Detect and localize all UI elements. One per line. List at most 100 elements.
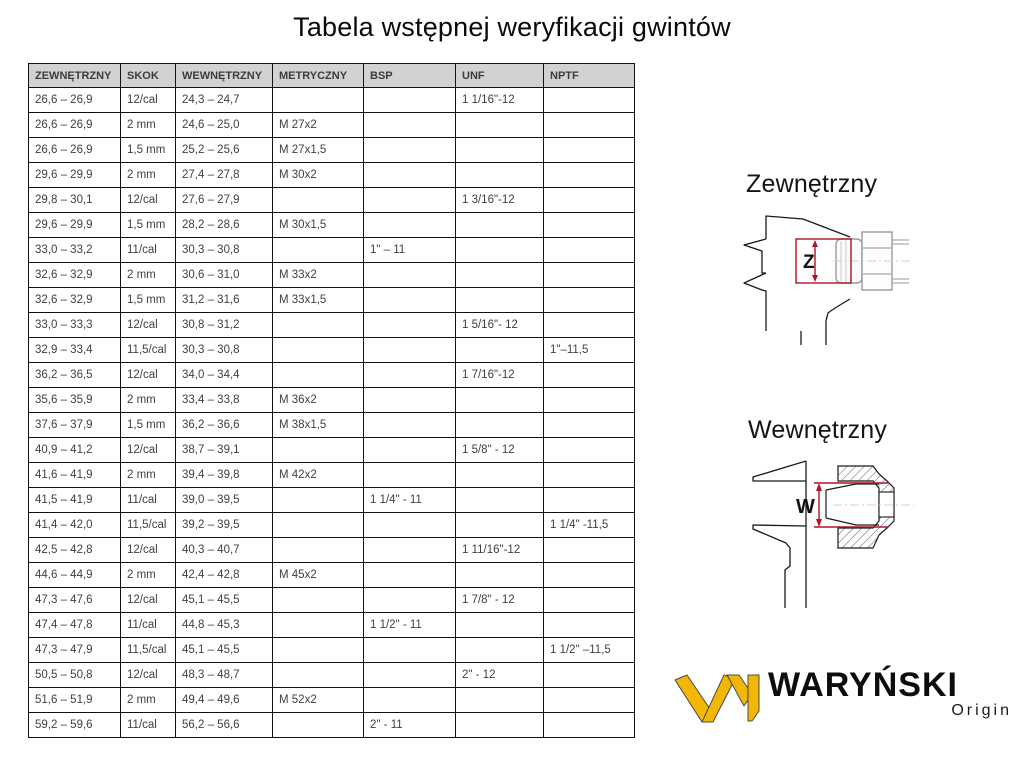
logo-brand-name: WARYŃSKI bbox=[768, 666, 958, 704]
thread-table: ZEWNĘTRZNY SKOK WEWNĘTRZNY METRYCZNY BSP UNF N… bbox=[28, 63, 635, 738]
table-cell: 37,6 – 37,9 bbox=[28, 412, 121, 438]
table-cell bbox=[363, 362, 456, 388]
table-cell bbox=[272, 362, 364, 388]
table-cell: 56,2 – 56,6 bbox=[175, 712, 273, 738]
table-cell: 11,5/cal bbox=[120, 637, 176, 663]
dimension-w-label: W bbox=[796, 496, 815, 518]
table-cell: M 33x1,5 bbox=[272, 287, 364, 313]
table-cell: 30,8 – 31,2 bbox=[175, 312, 273, 338]
table-cell bbox=[455, 412, 544, 438]
table-cell bbox=[272, 312, 364, 338]
column-header: ZEWNĘTRZNY bbox=[28, 63, 121, 88]
table-cell: 1 1/2" –11,5 bbox=[543, 637, 635, 663]
table-cell bbox=[455, 212, 544, 238]
table-cell: 2 mm bbox=[120, 112, 176, 138]
table-cell: M 30x1,5 bbox=[272, 212, 364, 238]
table-row: 32,6 – 32,9 1,5 mm 31,2 – 31,6 M 33x1,5 bbox=[28, 287, 635, 313]
table-cell bbox=[455, 512, 544, 538]
table-cell: 2" - 12 bbox=[455, 662, 544, 688]
table-cell bbox=[543, 362, 635, 388]
table-cell: 27,4 – 27,8 bbox=[175, 162, 273, 188]
table-cell: 26,6 – 26,9 bbox=[28, 137, 121, 163]
table-cell bbox=[543, 412, 635, 438]
table-cell: 25,2 – 25,6 bbox=[175, 137, 273, 163]
table-row: 47,3 – 47,9 11,5/cal 45,1 – 45,5 1 1/2" –11… bbox=[28, 637, 635, 663]
table-cell bbox=[455, 112, 544, 138]
table-cell: 36,2 – 36,6 bbox=[175, 412, 273, 438]
table-cell: 50,5 – 50,8 bbox=[28, 662, 121, 688]
table-cell: M 36x2 bbox=[272, 387, 364, 413]
table-cell: 59,2 – 59,6 bbox=[28, 712, 121, 738]
table-cell: 2 mm bbox=[120, 462, 176, 488]
table-cell bbox=[455, 562, 544, 588]
table-cell: 30,3 – 30,8 bbox=[175, 337, 273, 363]
table-cell: 12/cal bbox=[120, 662, 176, 688]
table-cell: 24,3 – 24,7 bbox=[175, 87, 273, 113]
table-cell: 39,0 – 39,5 bbox=[175, 487, 273, 513]
table-row: 29,6 – 29,9 1,5 mm 28,2 – 28,6 M 30x1,5 bbox=[28, 212, 635, 238]
table-row: 26,6 – 26,9 2 mm 24,6 – 25,0 M 27x2 bbox=[28, 112, 635, 138]
table-cell: 12/cal bbox=[120, 187, 176, 213]
table-cell: M 30x2 bbox=[272, 162, 364, 188]
table-cell bbox=[543, 187, 635, 213]
table-cell: 30,6 – 31,0 bbox=[175, 262, 273, 288]
table-cell: 40,9 – 41,2 bbox=[28, 437, 121, 463]
table-cell bbox=[543, 312, 635, 338]
table-cell bbox=[363, 312, 456, 338]
table-cell bbox=[272, 87, 364, 113]
table-cell: 11/cal bbox=[120, 237, 176, 263]
table-cell bbox=[543, 437, 635, 463]
table-cell: 1 1/16"-12 bbox=[455, 87, 544, 113]
table-cell: 1" – 11 bbox=[363, 237, 456, 263]
table-cell: 11/cal bbox=[120, 712, 176, 738]
dimension-z: Z bbox=[795, 238, 852, 284]
table-cell: 39,4 – 39,8 bbox=[175, 462, 273, 488]
table-cell: 44,6 – 44,9 bbox=[28, 562, 121, 588]
table-cell: M 27x2 bbox=[272, 112, 364, 138]
thread-table-body: 26,6 – 26,9 12/cal 24,3 – 24,7 1 1/16"-12 26… bbox=[28, 87, 635, 738]
table-cell: 29,6 – 29,9 bbox=[28, 162, 121, 188]
table-cell bbox=[455, 712, 544, 738]
table-row: 33,0 – 33,3 12/cal 30,8 – 31,2 1 5/16"- 12 bbox=[28, 312, 635, 338]
table-cell bbox=[543, 587, 635, 613]
table-cell: 1 7/8" - 12 bbox=[455, 587, 544, 613]
table-cell bbox=[543, 212, 635, 238]
table-cell: 32,6 – 32,9 bbox=[28, 262, 121, 288]
table-cell: M 45x2 bbox=[272, 562, 364, 588]
table-row: 42,5 – 42,8 12/cal 40,3 – 40,7 1 11/16"-12 bbox=[28, 537, 635, 563]
table-cell: 11,5/cal bbox=[120, 337, 176, 363]
table-cell: 51,6 – 51,9 bbox=[28, 687, 121, 713]
table-cell: 32,9 – 33,4 bbox=[28, 337, 121, 363]
caliper-outline-internal bbox=[752, 460, 807, 608]
table-cell bbox=[543, 87, 635, 113]
column-header: BSP bbox=[363, 63, 456, 88]
table-cell: 1 1/2" - 11 bbox=[363, 612, 456, 638]
table-cell: 2 mm bbox=[120, 387, 176, 413]
column-header: NPTF bbox=[543, 63, 635, 88]
table-cell: M 52x2 bbox=[272, 687, 364, 713]
table-cell: 1,5 mm bbox=[120, 137, 176, 163]
table-cell: 24,6 – 25,0 bbox=[175, 112, 273, 138]
table-cell: 47,3 – 47,6 bbox=[28, 587, 121, 613]
table-cell bbox=[455, 287, 544, 313]
table-cell: 28,2 – 28,6 bbox=[175, 212, 273, 238]
table-row: 33,0 – 33,2 11/cal 30,3 – 30,8 1" – 11 bbox=[28, 237, 635, 263]
page-title: Tabela wstępnej weryfikacji gwintów bbox=[293, 12, 731, 42]
table-cell: 12/cal bbox=[120, 87, 176, 113]
table-cell: 11/cal bbox=[120, 487, 176, 513]
table-cell bbox=[272, 712, 364, 738]
table-cell bbox=[363, 562, 456, 588]
table-cell: 47,4 – 47,8 bbox=[28, 612, 121, 638]
table-cell bbox=[363, 387, 456, 413]
table-cell bbox=[363, 162, 456, 188]
column-header: SKOK bbox=[120, 63, 176, 88]
table-row: 36,2 – 36,5 12/cal 34,0 – 34,4 1 7/16"-12 bbox=[28, 362, 635, 388]
table-cell: 48,3 – 48,7 bbox=[175, 662, 273, 688]
table-row: 26,6 – 26,9 12/cal 24,3 – 24,7 1 1/16"-12 bbox=[28, 87, 635, 113]
table-cell: 41,5 – 41,9 bbox=[28, 487, 121, 513]
table-cell bbox=[363, 637, 456, 663]
table-cell: 2" - 11 bbox=[363, 712, 456, 738]
table-cell bbox=[543, 662, 635, 688]
table-cell: M 38x1,5 bbox=[272, 412, 364, 438]
